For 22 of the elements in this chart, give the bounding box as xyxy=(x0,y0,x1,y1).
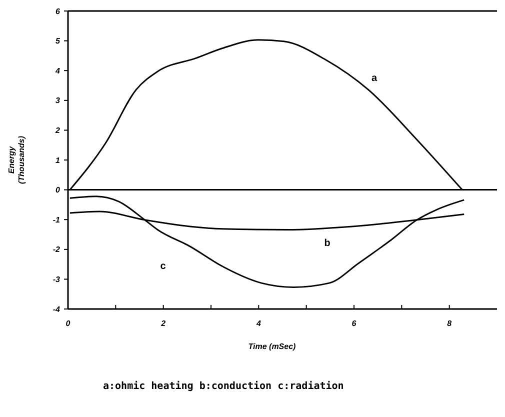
y-axis-title: Energy (Thousands) xyxy=(7,136,26,184)
text: c xyxy=(160,260,166,272)
x-tick-label: 6 xyxy=(352,319,357,328)
x-tick-label: 2 xyxy=(160,319,166,328)
y-tick-label: 0 xyxy=(56,186,61,195)
y-tick-label: 2 xyxy=(54,126,61,135)
y-tick-label: 1 xyxy=(56,156,61,165)
x-axis-title: Time (mSec) xyxy=(248,342,296,351)
x-tick-label: 8 xyxy=(447,319,452,328)
y-tick-label: -2 xyxy=(52,245,61,254)
series-label: a xyxy=(372,73,378,84)
text: a:ohmic heating b:conduction c:radiation xyxy=(103,380,344,392)
series-label: b xyxy=(324,238,330,250)
x-tick-label: 4 xyxy=(255,319,262,328)
y-tick-label: 3 xyxy=(56,96,61,106)
y-tick-label: 4 xyxy=(54,66,61,76)
y-tick-label: -3 xyxy=(52,275,61,284)
y-tick-label: 6 xyxy=(56,6,61,16)
x-tick-label: 0 xyxy=(66,319,71,328)
y-tick-label: -4 xyxy=(52,304,61,314)
y-tick-label: -1 xyxy=(52,215,61,224)
y-tick-label: 5 xyxy=(56,36,61,46)
